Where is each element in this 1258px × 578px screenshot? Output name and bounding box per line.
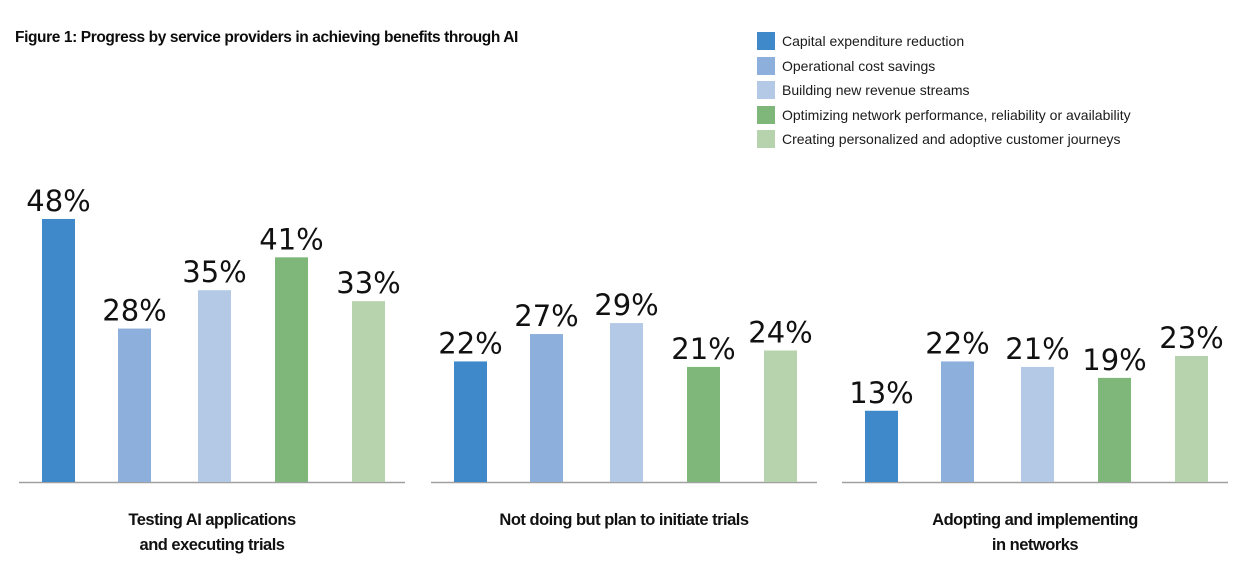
bar xyxy=(198,290,231,482)
legend-item: Creating personalized and adoptive custo… xyxy=(757,127,1131,152)
legend-item: Capital expenditure reduction xyxy=(757,29,1131,54)
bar xyxy=(610,323,643,482)
bar xyxy=(530,334,563,482)
legend-label: Creating personalized and adoptive custo… xyxy=(782,131,1121,148)
bar xyxy=(1098,377,1131,482)
data-label: 33% xyxy=(336,266,400,300)
legend-swatch xyxy=(757,56,775,75)
data-label: 22% xyxy=(438,326,502,360)
data-label: 13% xyxy=(849,376,913,410)
bar xyxy=(1021,366,1054,482)
legend-label: Capital expenditure reduction xyxy=(782,33,965,50)
data-label: 48% xyxy=(26,184,90,218)
data-label: 29% xyxy=(594,288,658,322)
legend-swatch xyxy=(757,32,775,51)
legend-swatch xyxy=(757,130,775,149)
legend-label: Optimizing network performance, reliabil… xyxy=(782,106,1131,123)
bar xyxy=(42,218,75,482)
data-label: 41% xyxy=(259,222,323,256)
legend: Capital expenditure reduction Operationa… xyxy=(757,29,1131,152)
bar xyxy=(118,328,151,482)
bar xyxy=(764,350,797,482)
bar xyxy=(687,366,720,482)
legend-label: Building new revenue streams xyxy=(782,82,970,99)
data-label: 28% xyxy=(102,294,166,328)
legend-swatch xyxy=(757,81,775,100)
category-label: Testing AI applications and executing tr… xyxy=(128,511,296,554)
data-label: 22% xyxy=(925,326,989,360)
legend-item: Operational cost savings xyxy=(757,54,1131,79)
legend-item: Optimizing network performance, reliabil… xyxy=(757,103,1131,128)
legend-item: Building new revenue streams xyxy=(757,78,1131,103)
category-label: Not doing but plan to initiate trials xyxy=(499,511,749,529)
legend-label: Operational cost savings xyxy=(782,57,936,74)
data-label: 21% xyxy=(1005,332,1069,366)
data-label: 21% xyxy=(671,332,735,366)
data-label: 23% xyxy=(1159,321,1223,355)
chart-title: Figure 1: Progress by service providers … xyxy=(15,29,518,46)
data-label: 19% xyxy=(1082,343,1146,377)
category-label: Adopting and implementing in networks xyxy=(932,511,1138,554)
data-label: 27% xyxy=(514,299,578,333)
legend-swatch xyxy=(757,105,775,124)
data-label: 24% xyxy=(748,315,812,349)
bar xyxy=(275,257,308,482)
bar xyxy=(1175,355,1208,482)
bar xyxy=(941,361,974,482)
bar xyxy=(865,410,898,482)
bar xyxy=(454,361,487,482)
bar xyxy=(352,301,385,482)
data-label: 35% xyxy=(182,255,246,289)
